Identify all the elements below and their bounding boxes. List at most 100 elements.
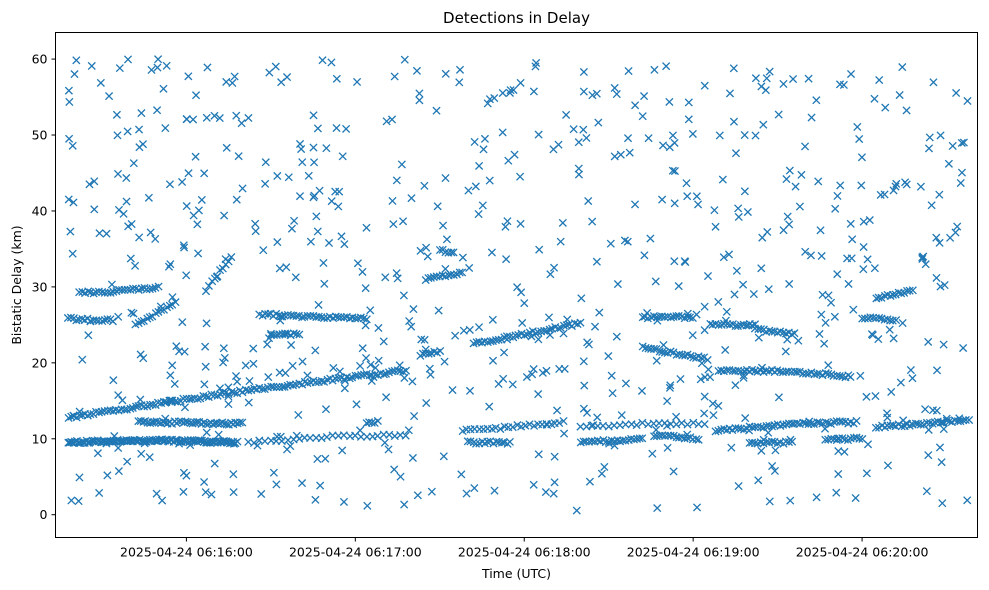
data-point: [275, 264, 284, 273]
data-point: [498, 128, 507, 137]
data-point: [801, 247, 810, 256]
data-point: [340, 240, 349, 249]
data-point: [814, 177, 823, 186]
data-point: [665, 383, 674, 392]
data-point: [322, 433, 331, 442]
data-point: [109, 376, 118, 385]
data-point: [422, 243, 431, 252]
data-point: [696, 375, 705, 384]
data-point: [508, 423, 517, 432]
data-point: [282, 445, 292, 454]
data-point: [813, 418, 822, 427]
data-point: [309, 111, 318, 120]
data-point: [337, 232, 346, 241]
data-point: [432, 106, 441, 115]
data-point: [883, 461, 893, 470]
data-point: [259, 246, 268, 255]
data-point: [935, 238, 944, 247]
data-point: [417, 335, 426, 344]
data-point: [725, 89, 735, 98]
data-point: [309, 193, 318, 202]
data-point: [849, 305, 858, 314]
data-point: [313, 454, 322, 463]
data-point: [520, 331, 529, 340]
data-point: [298, 357, 307, 366]
y-tick-label: 60: [32, 52, 48, 67]
data-point: [782, 175, 791, 184]
data-point: [918, 254, 927, 263]
data-point: [621, 420, 630, 429]
data-point: [759, 435, 768, 444]
data-point: [314, 300, 323, 309]
data-point: [783, 335, 792, 344]
data-point: [154, 282, 163, 291]
data-point: [838, 417, 847, 426]
data-point: [164, 262, 174, 271]
data-point: [631, 101, 640, 110]
data-point: [117, 437, 126, 446]
data-point: [582, 133, 591, 143]
data-point: [288, 381, 298, 390]
data-point: [692, 435, 701, 444]
data-point: [817, 251, 826, 261]
data-point: [86, 317, 95, 326]
data-point: [66, 313, 76, 322]
data-point: [785, 220, 794, 229]
data-point: [584, 196, 593, 206]
data-point: [916, 182, 925, 191]
data-point: [373, 431, 382, 440]
data-point: [210, 111, 219, 120]
data-point: [374, 356, 383, 365]
data-point: [202, 438, 211, 447]
data-point: [154, 55, 163, 64]
data-point: [319, 313, 329, 323]
data-point: [178, 177, 187, 187]
data-point: [759, 120, 768, 129]
data-point: [219, 358, 228, 367]
data-point: [83, 438, 92, 447]
data-point: [785, 166, 794, 175]
data-point: [126, 404, 135, 413]
data-point: [361, 284, 370, 293]
data-point: [105, 92, 114, 101]
data-point: [405, 317, 414, 326]
data-point: [319, 258, 328, 267]
data-point: [729, 117, 739, 126]
data-point: [249, 359, 258, 368]
data-point: [529, 480, 538, 489]
data-point: [559, 417, 568, 426]
data-point: [955, 414, 964, 423]
data-point: [529, 87, 538, 96]
data-point: [848, 235, 857, 244]
data-point: [358, 344, 367, 353]
data-point: [311, 346, 320, 355]
data-point: [579, 67, 588, 77]
data-point: [305, 433, 315, 443]
data-point: [534, 335, 543, 344]
data-point: [94, 287, 103, 296]
data-point: [191, 152, 200, 161]
data-point: [231, 371, 241, 381]
data-point: [768, 461, 777, 471]
data-point: [820, 339, 829, 348]
data-point: [732, 266, 741, 275]
data-point: [710, 206, 719, 215]
data-point: [147, 65, 156, 74]
data-point: [851, 493, 860, 503]
data-point: [513, 283, 522, 292]
data-point: [666, 431, 675, 440]
data-point: [902, 419, 911, 428]
data-point: [263, 340, 272, 349]
data-point: [483, 437, 492, 446]
data-point: [957, 138, 966, 147]
data-point: [644, 134, 653, 143]
data-point: [288, 361, 297, 370]
data-point: [863, 255, 872, 264]
data-point: [327, 58, 336, 67]
data-point: [534, 390, 543, 399]
data-point: [480, 134, 489, 143]
data-point: [727, 443, 736, 452]
data-point: [464, 186, 473, 195]
data-point: [857, 181, 866, 190]
data-point: [314, 312, 323, 321]
